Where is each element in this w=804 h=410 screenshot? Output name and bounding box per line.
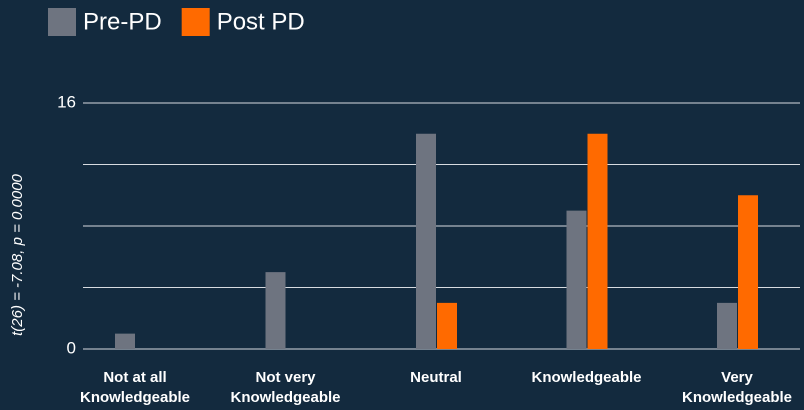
legend-label: Pre-PD [83, 8, 162, 35]
bar [115, 333, 135, 349]
x-tick-label: Not at all Knowledgeable [79, 369, 191, 406]
y-tick-label: 0 [67, 338, 76, 357]
bar [437, 302, 457, 349]
legend-swatch [48, 8, 76, 36]
bar [587, 133, 608, 349]
legend-label: Post PD [217, 8, 305, 35]
x-tick-label: Neutral [410, 369, 462, 386]
x-tick-label: Not very Knowledgeable [230, 369, 341, 406]
legend-swatch [181, 8, 210, 36]
bar [416, 133, 436, 349]
bar [717, 302, 737, 349]
bar [566, 210, 587, 349]
x-tick-label: Knowledgeable [531, 369, 642, 386]
bar [738, 195, 758, 349]
x-tick-label: Very Knowledgeable [681, 369, 793, 406]
y-axis-label: t(26) = -7.08, p = 0.0000 [9, 173, 26, 335]
bar [265, 272, 286, 349]
y-tick-label: 16 [57, 92, 76, 111]
